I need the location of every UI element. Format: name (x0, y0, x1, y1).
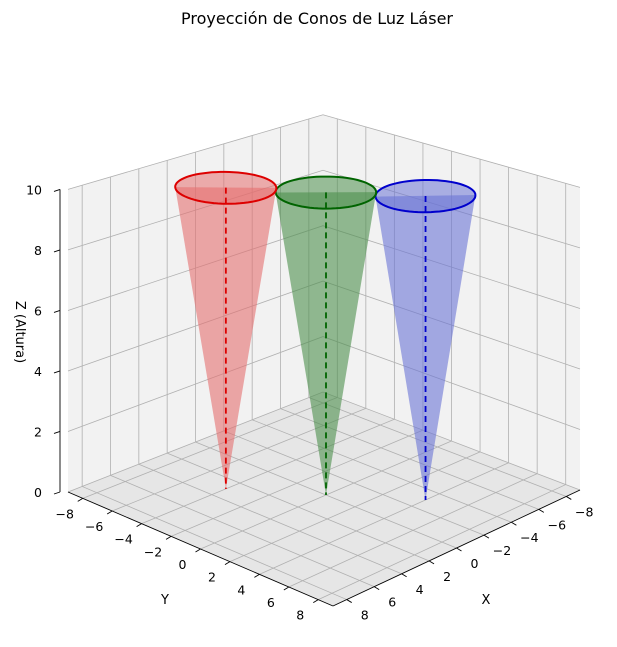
x-tick-mark (566, 496, 572, 500)
x-tick-label: −8 (575, 504, 593, 519)
x-tick-label: 6 (388, 595, 396, 610)
y-tick-mark (77, 497, 83, 502)
x-tick-label: 0 (471, 556, 479, 571)
x-tick-mark (346, 599, 352, 603)
floor-pane (68, 392, 580, 606)
x-tick-mark (538, 508, 545, 513)
floor-gridline-y (318, 484, 566, 601)
chart-title: Proyección de Conos de Luz Láser (181, 9, 453, 28)
y-tick-label: −8 (56, 506, 74, 521)
floor-gridline-y (141, 418, 395, 525)
x-tick-label: 4 (416, 582, 424, 597)
y-tick-label: −4 (114, 532, 132, 547)
x-tick-mark (373, 586, 380, 591)
z-tick-mark (53, 491, 61, 495)
y-tick-mark (313, 599, 319, 604)
x-tick-mark (511, 521, 517, 526)
y-tick-label: −6 (85, 519, 103, 534)
x-tick-label: −4 (520, 530, 538, 545)
x-tick-mark (401, 573, 407, 578)
y-tick-mark (136, 523, 142, 528)
axis-lines (53, 188, 581, 607)
x-axis-label: X (482, 593, 491, 608)
tick-labels: −8 −6 −4 −2 0 2 4 6 8 −8 −6 −4 −2 0 2 4 6 8 0 2 4 6 8 10 (26, 182, 593, 622)
y-tick-label: 2 (208, 570, 216, 585)
y-axis-label: Y (160, 593, 169, 608)
z-tick-label: 4 (34, 364, 42, 379)
y-tick-mark (254, 573, 260, 578)
floor-gridline-y (229, 451, 481, 563)
y-tick-mark (106, 510, 113, 515)
wall-gridline-z (67, 169, 581, 251)
x-tick-label: −2 (493, 543, 511, 558)
floor-gridline-y (259, 462, 509, 575)
y-tick-label: 8 (296, 608, 304, 623)
wall-gridline-z (67, 114, 581, 190)
y-tick-mark (224, 561, 231, 566)
floor-gridline-y (288, 473, 538, 588)
z-tick-mark (53, 310, 61, 313)
x-tick-label: −6 (548, 517, 566, 532)
z-tick-mark (53, 249, 61, 253)
z-tick-label: 2 (34, 424, 42, 439)
x-tick-mark (428, 560, 435, 565)
y-tick-label: 6 (267, 595, 275, 610)
floor-gridline-y (82, 397, 338, 499)
z-tick-mark (53, 188, 61, 192)
y-tick-mark (195, 548, 201, 553)
z-tick-label: 8 (34, 243, 42, 258)
y-tick-mark (165, 535, 172, 540)
z-tick-mark (53, 431, 61, 434)
z-axis-label: Z (Altura) (12, 301, 27, 363)
x-tick-label: 8 (361, 608, 369, 623)
x-tick-mark (483, 534, 490, 539)
z-tick-label: 10 (26, 182, 42, 197)
y-tick-label: −2 (144, 544, 162, 559)
cones (174, 170, 477, 500)
z-tick-label: 0 (34, 485, 42, 500)
x-tick-label: 2 (443, 569, 451, 584)
x-tick-mark (456, 547, 462, 552)
cone-2 (274, 175, 378, 495)
y-tick-mark (283, 586, 290, 591)
cone-3 (174, 170, 278, 489)
z-tick-mark (53, 370, 61, 374)
y-tick-label: 0 (179, 557, 187, 572)
floor-gridline-y (170, 429, 424, 537)
y-tick-label: 4 (237, 582, 245, 597)
z-tick-label: 6 (34, 303, 42, 318)
